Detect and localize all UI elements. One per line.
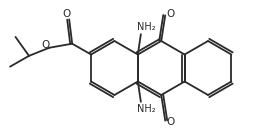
Text: O: O [166,117,174,127]
Text: O: O [41,40,49,50]
Text: NH₂: NH₂ [136,104,155,114]
Text: NH₂: NH₂ [136,22,155,32]
Text: O: O [166,9,174,19]
Text: O: O [62,9,70,19]
